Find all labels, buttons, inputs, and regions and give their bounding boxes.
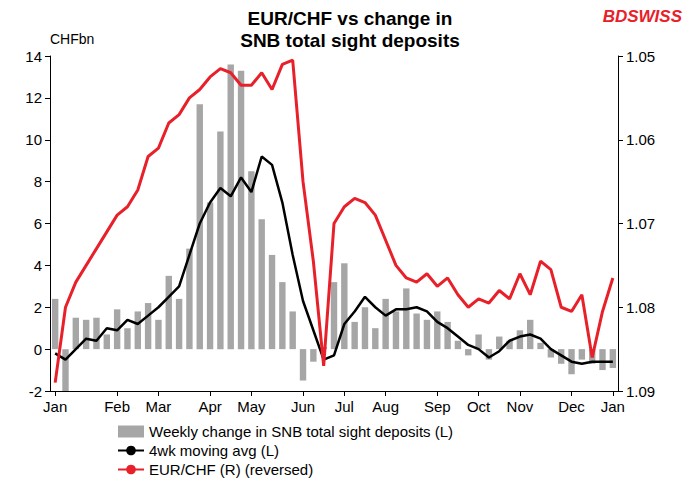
svg-text:8: 8 bbox=[34, 173, 42, 190]
svg-text:2: 2 bbox=[34, 299, 42, 316]
svg-text:0: 0 bbox=[34, 341, 42, 358]
svg-text:1.07: 1.07 bbox=[626, 215, 655, 232]
svg-text:-2: -2 bbox=[29, 383, 42, 400]
svg-text:EUR/CHF vs change in: EUR/CHF vs change in bbox=[248, 8, 453, 29]
svg-text:14: 14 bbox=[25, 48, 42, 65]
svg-text:Jul: Jul bbox=[335, 398, 354, 415]
svg-text:1.05: 1.05 bbox=[626, 48, 655, 65]
svg-text:EUR/CHF (R) (reversed): EUR/CHF (R) (reversed) bbox=[149, 461, 313, 478]
svg-text:1.06: 1.06 bbox=[626, 131, 655, 148]
svg-text:Jan: Jan bbox=[601, 398, 625, 415]
svg-text:6: 6 bbox=[34, 215, 42, 232]
svg-text:1.08: 1.08 bbox=[626, 299, 655, 316]
svg-text:12: 12 bbox=[25, 89, 42, 106]
svg-text:4wk moving avg (L): 4wk moving avg (L) bbox=[149, 442, 279, 459]
svg-text:Feb: Feb bbox=[104, 398, 130, 415]
svg-text:Dec: Dec bbox=[558, 398, 585, 415]
svg-text:10: 10 bbox=[25, 131, 42, 148]
svg-text:BDSWISS: BDSWISS bbox=[603, 7, 683, 26]
svg-text:Sep: Sep bbox=[424, 398, 451, 415]
svg-text:May: May bbox=[237, 398, 266, 415]
svg-text:Oct: Oct bbox=[467, 398, 491, 415]
svg-text:CHFbn: CHFbn bbox=[50, 31, 94, 47]
svg-text:Mar: Mar bbox=[146, 398, 172, 415]
svg-text:Jun: Jun bbox=[291, 398, 315, 415]
svg-text:Nov: Nov bbox=[507, 398, 534, 415]
svg-text:Apr: Apr bbox=[198, 398, 221, 415]
svg-text:Weekly change in SNB total sig: Weekly change in SNB total sight deposit… bbox=[149, 423, 453, 440]
svg-text:1.09: 1.09 bbox=[626, 383, 655, 400]
svg-text:Aug: Aug bbox=[372, 398, 399, 415]
svg-text:Jan: Jan bbox=[43, 398, 67, 415]
svg-text:4: 4 bbox=[34, 257, 42, 274]
svg-text:SNB total sight deposits: SNB total sight deposits bbox=[240, 30, 460, 51]
